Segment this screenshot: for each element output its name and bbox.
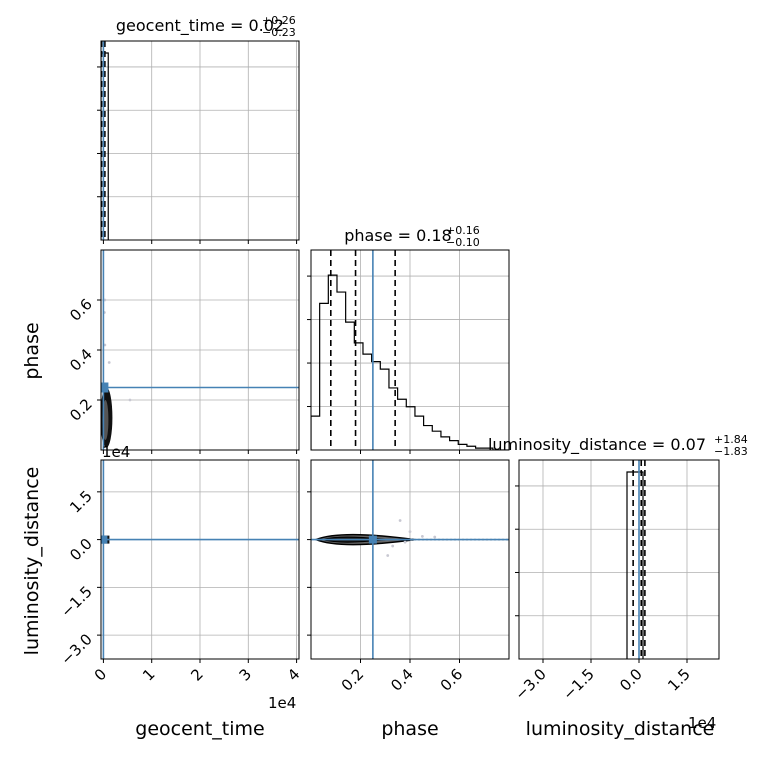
scatter-point-lp-5 xyxy=(433,535,437,539)
panel-phase-hist-plot xyxy=(311,250,509,450)
xtick-label-lg-0: 0 xyxy=(91,665,110,684)
xtick-label-lp-0: 0.2 xyxy=(338,665,368,695)
exp-luminosity-distance-x: 1e4 xyxy=(688,714,716,732)
ytick-label-lg-1: −1.5 xyxy=(57,582,95,620)
scatter-point-lp-6 xyxy=(403,540,407,544)
truth-marker-lp xyxy=(368,535,377,544)
xlabel-phase: phase xyxy=(381,718,438,740)
xtick-label-ld-hist-3: 1.5 xyxy=(664,665,694,695)
scatter-point-lp-1 xyxy=(408,530,412,534)
title-geocent-time-sub: −0.23 xyxy=(262,26,296,39)
ylabel-phase: phase xyxy=(21,322,43,379)
panel-ld-hist-plot xyxy=(519,460,719,659)
ytick-label-lg-3: 1.5 xyxy=(66,487,96,517)
xtick-label-lp-2: 0.6 xyxy=(437,665,467,695)
title-luminosity-distance: luminosity_distance = 0.07 xyxy=(488,435,706,455)
panel-ld-vs-gt-plot xyxy=(101,460,299,659)
scatter-point-lp-2 xyxy=(391,544,395,548)
truth-marker-lg xyxy=(101,535,108,544)
panel-ld-hist-frame xyxy=(518,459,720,660)
ylabel-luminosity-distance: luminosity_distance xyxy=(21,467,43,656)
scatter-point-pg-1 xyxy=(107,361,111,364)
ytick-label-pg-2: 0.6 xyxy=(66,295,96,325)
scatter-point-lp-3 xyxy=(386,554,390,557)
scatter-point-lp-4 xyxy=(420,535,424,538)
hist-phase xyxy=(311,274,509,450)
xtick-label-ld-hist-2: 0.0 xyxy=(616,665,646,695)
xtick-label-ld-hist-0: −3.0 xyxy=(511,665,549,703)
scatter-point-lp-0 xyxy=(398,519,402,522)
ytick-label-lg-2: 0.0 xyxy=(66,535,96,565)
xtick-label-lg-3: 3 xyxy=(236,665,255,684)
panel-geocent-time-hist-plot xyxy=(101,41,299,240)
exp-geocent-time-x: 1e4 xyxy=(268,694,296,712)
title-phase-sub: −0.10 xyxy=(446,236,480,249)
xtick-label-lg-1: 1 xyxy=(139,665,158,684)
title-phase: phase = 0.18 xyxy=(344,226,451,245)
hist-luminosity-distance xyxy=(626,471,644,659)
xtick-label-ld-hist-1: −1.5 xyxy=(559,665,597,703)
ytick-label-pg-1: 0.4 xyxy=(66,345,96,375)
title-geocent-time: geocent_time = 0.02 xyxy=(116,16,284,36)
title-luminosity-distance-sub: −1.83 xyxy=(714,445,748,458)
panel-ld-vs-phase-plot xyxy=(311,460,509,659)
xtick-label-lg-2: 2 xyxy=(187,665,206,684)
xlabel-geocent-time: geocent_time xyxy=(135,718,264,740)
ytick-label-pg-0: 0.2 xyxy=(66,395,96,425)
exp-luminosity-distance-y: 1e4 xyxy=(102,443,130,461)
ytick-label-lg-0: −3.0 xyxy=(57,630,95,668)
panel-phase-vs-gt-plot xyxy=(101,250,299,450)
title-luminosity-distance-sup: +1.84 xyxy=(714,433,748,446)
title-phase-sup: +0.16 xyxy=(446,224,480,237)
title-geocent-time-sup: +0.26 xyxy=(262,14,296,27)
scatter-point-pg-3 xyxy=(128,398,132,402)
xtick-label-lg-4: 4 xyxy=(284,665,303,684)
xtick-label-lp-1: 0.4 xyxy=(387,665,417,695)
xlabel-luminosity-distance: luminosity_distance xyxy=(526,718,715,740)
truth-marker-pg xyxy=(101,382,109,393)
